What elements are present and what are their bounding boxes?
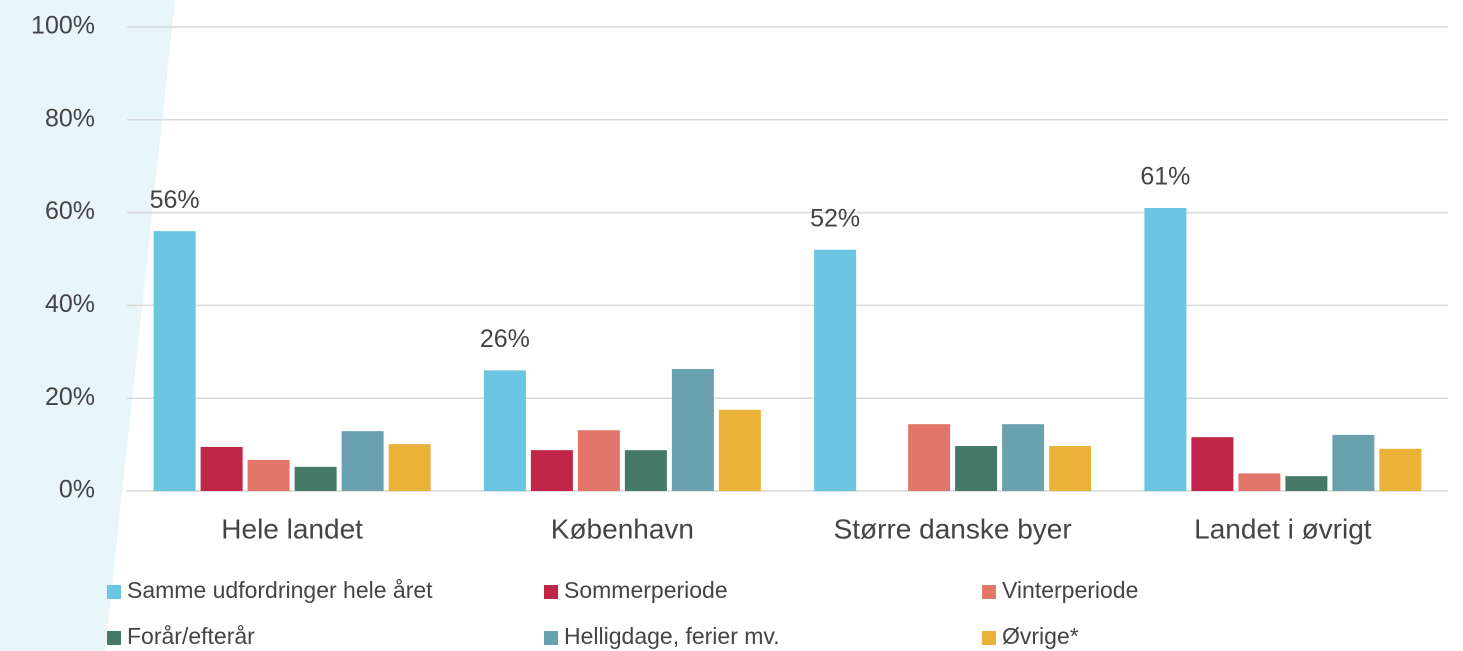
bar bbox=[671, 368, 714, 491]
bar bbox=[153, 231, 196, 491]
bar bbox=[247, 459, 290, 491]
y-tick-label: 60% bbox=[45, 197, 95, 225]
bar bbox=[200, 446, 243, 491]
data-label: 56% bbox=[150, 186, 200, 214]
bar bbox=[483, 370, 526, 491]
bar bbox=[624, 450, 667, 491]
y-tick-label: 40% bbox=[45, 290, 95, 318]
legend-swatch bbox=[107, 585, 121, 599]
legend-swatch bbox=[982, 585, 996, 599]
data-label: 61% bbox=[1140, 163, 1190, 191]
background-shape bbox=[0, 0, 175, 651]
legend-label: Sommerperiode bbox=[564, 577, 728, 603]
legend-swatch bbox=[544, 585, 558, 599]
bar bbox=[1332, 434, 1375, 491]
bar bbox=[908, 424, 951, 491]
x-tick-label: København bbox=[551, 513, 694, 544]
bar bbox=[530, 450, 573, 491]
bar bbox=[955, 445, 998, 491]
legend-label: Samme udfordringer hele året bbox=[127, 577, 433, 603]
bar bbox=[577, 430, 620, 491]
data-label: 26% bbox=[480, 325, 530, 353]
bar bbox=[341, 431, 384, 491]
bar bbox=[718, 409, 761, 491]
bar bbox=[1002, 424, 1045, 491]
legend-swatch bbox=[544, 631, 558, 645]
bar bbox=[294, 466, 337, 491]
bar bbox=[1144, 207, 1187, 491]
y-tick-label: 20% bbox=[45, 383, 95, 411]
legend-label: Helligdage, ferier mv. bbox=[564, 623, 780, 649]
bar bbox=[1049, 445, 1092, 491]
y-tick-label: 0% bbox=[59, 476, 95, 504]
bar bbox=[1379, 448, 1422, 491]
x-tick-label: Landet i øvrigt bbox=[1194, 513, 1372, 544]
legend-swatch bbox=[107, 631, 121, 645]
legend-label: Øvrige* bbox=[1002, 623, 1079, 649]
data-label: 52% bbox=[810, 204, 860, 232]
bar bbox=[814, 249, 857, 491]
legend-swatch bbox=[982, 631, 996, 645]
y-tick-label: 80% bbox=[45, 104, 95, 132]
bar bbox=[1285, 476, 1328, 491]
legend-label: Forår/efterår bbox=[127, 623, 255, 649]
bar bbox=[1238, 473, 1281, 491]
legend-label: Vinterperiode bbox=[1002, 577, 1138, 603]
bar bbox=[388, 444, 431, 491]
y-tick-label: 100% bbox=[31, 12, 95, 40]
x-tick-label: Større danske byer bbox=[834, 513, 1072, 544]
x-tick-label: Hele landet bbox=[221, 513, 363, 544]
bar bbox=[1191, 437, 1234, 491]
